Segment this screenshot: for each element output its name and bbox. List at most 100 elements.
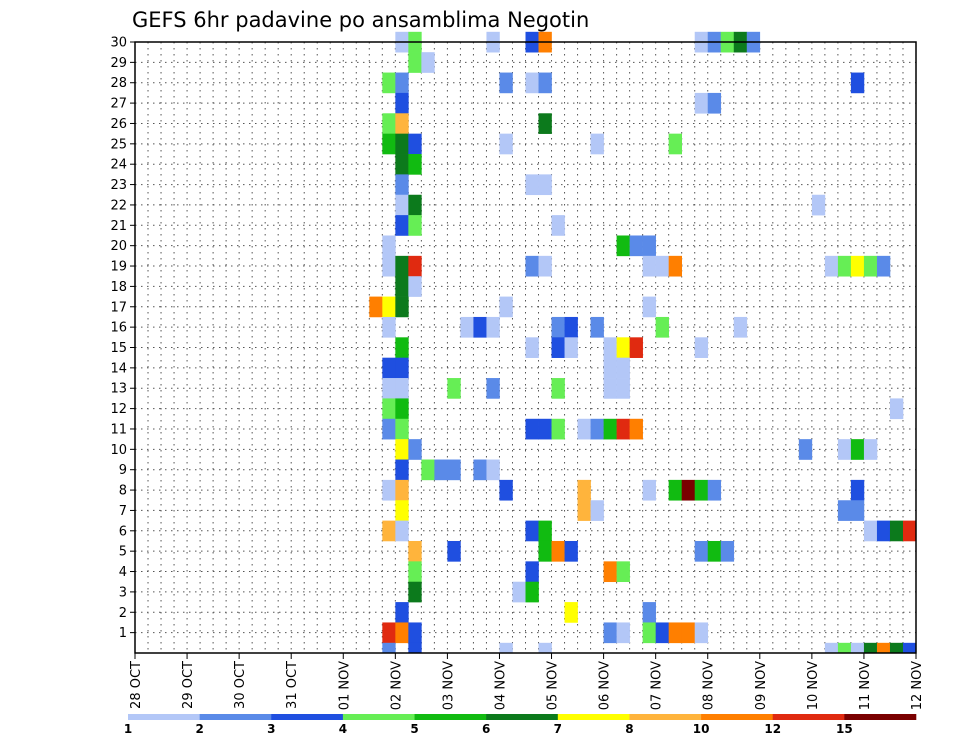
heatmap-cell	[395, 418, 409, 440]
y-tick-label: 6	[119, 524, 127, 539]
heatmap-cell	[616, 235, 630, 257]
heatmap-cell	[603, 337, 617, 358]
heatmap-cell	[837, 255, 852, 277]
heatmap-cell	[525, 174, 539, 196]
heatmap-cell	[538, 540, 552, 562]
x-tick-label: 29 OCT	[181, 661, 196, 709]
heatmap-cell	[473, 459, 487, 481]
heatmap-cell	[447, 540, 461, 562]
y-tick-label: 12	[110, 402, 127, 417]
heatmap-cell	[382, 378, 396, 399]
heatmap-cell	[382, 418, 396, 440]
y-tick-label: 3	[119, 585, 127, 600]
y-tick-label: 2	[119, 606, 127, 621]
heatmap-cell	[902, 520, 917, 542]
heatmap-cell	[395, 439, 409, 460]
y-tick-label: 8	[119, 484, 127, 499]
heatmap-cell	[395, 520, 409, 542]
heatmap-cell	[694, 92, 709, 114]
legend-label: 15	[836, 722, 853, 736]
heatmap-cell	[681, 479, 696, 501]
y-tick-label: 9	[119, 463, 127, 478]
heatmap-cell	[694, 337, 709, 358]
heatmap-cell	[525, 72, 539, 94]
legend-label: 5	[410, 722, 418, 736]
heatmap-cell	[486, 378, 500, 399]
y-tick-label: 21	[110, 219, 127, 234]
y-tick-label: 28	[110, 76, 127, 91]
legend-label: 2	[195, 722, 203, 736]
heatmap-cell	[889, 520, 904, 542]
heatmap-cell	[850, 439, 865, 460]
heatmap-cell	[395, 296, 409, 318]
heatmap-cell	[577, 500, 591, 521]
heatmap-cell	[408, 255, 422, 277]
heatmap-cell	[564, 316, 578, 338]
heatmap-cell	[590, 133, 604, 155]
heatmap-cells	[369, 31, 917, 654]
legend-swatch	[844, 714, 917, 720]
y-tick-label: 11	[110, 422, 127, 437]
heatmap-cell	[889, 642, 904, 654]
y-tick-label: 1	[119, 626, 127, 641]
heatmap-cell	[642, 622, 656, 644]
heatmap-cell	[408, 439, 422, 460]
heatmap-cell	[525, 561, 539, 583]
heatmap-cell	[421, 459, 435, 481]
x-tick-label: 08 NOV	[702, 661, 717, 710]
x-tick-label: 03 NOV	[441, 661, 456, 710]
legend-label: 12	[764, 722, 781, 736]
heatmap-cell	[382, 316, 396, 338]
heatmap-cell	[538, 174, 552, 196]
heatmap-cell	[707, 540, 722, 562]
heatmap-cell	[655, 255, 669, 277]
legend-swatch	[629, 714, 702, 720]
legend-swatch	[557, 714, 630, 720]
chart-title: GEFS 6hr padavine po ansamblima Negotin	[132, 8, 589, 32]
heatmap-cell	[850, 72, 865, 94]
x-tick-label: 30 OCT	[233, 661, 248, 709]
heatmap-cell	[616, 418, 630, 440]
heatmap-cell	[551, 215, 565, 236]
heatmap-cell	[837, 642, 852, 654]
heatmap-cell	[603, 561, 617, 583]
heatmap-cell	[382, 133, 396, 155]
heatmap-cell	[876, 520, 891, 542]
heatmap-cell	[603, 622, 617, 644]
heatmap-cell	[382, 622, 396, 644]
legend-swatch	[342, 714, 415, 720]
heatmap-cell	[382, 113, 396, 134]
y-tick-label: 20	[110, 239, 127, 254]
heatmap-cell	[382, 398, 396, 420]
heatmap-cell	[668, 622, 682, 644]
legend-label: 4	[339, 722, 347, 736]
heatmap-cell	[564, 337, 578, 358]
legend-label: 10	[693, 722, 710, 736]
heatmap-cell	[408, 622, 422, 644]
x-tick-label: 31 OCT	[285, 661, 300, 709]
heatmap-cell	[369, 296, 383, 318]
heatmap-cell	[655, 316, 669, 338]
x-tick-label: 07 NOV	[650, 661, 665, 710]
heatmap-cell	[486, 459, 500, 481]
heatmap-cell	[408, 154, 422, 175]
legend-label: 6	[482, 722, 490, 736]
heatmap-cell	[707, 92, 722, 114]
heatmap-cell	[616, 357, 630, 379]
heatmap-cell	[525, 520, 539, 542]
heatmap-cell	[863, 255, 878, 277]
heatmap-cell	[876, 642, 891, 654]
heatmap-cell	[551, 540, 565, 562]
legend-swatch	[772, 714, 845, 720]
heatmap-cell	[460, 316, 474, 338]
heatmap-cell	[616, 378, 630, 399]
legend-label: 8	[625, 722, 633, 736]
y-tick-label: 19	[110, 260, 127, 275]
x-tick-label: 28 OCT	[129, 661, 144, 709]
heatmap-cell	[850, 255, 865, 277]
heatmap-cell	[447, 378, 461, 399]
heatmap-cell	[395, 357, 409, 379]
heatmap-cell	[382, 520, 396, 542]
heatmap-cell	[408, 133, 422, 155]
y-tick-label: 26	[110, 117, 127, 132]
